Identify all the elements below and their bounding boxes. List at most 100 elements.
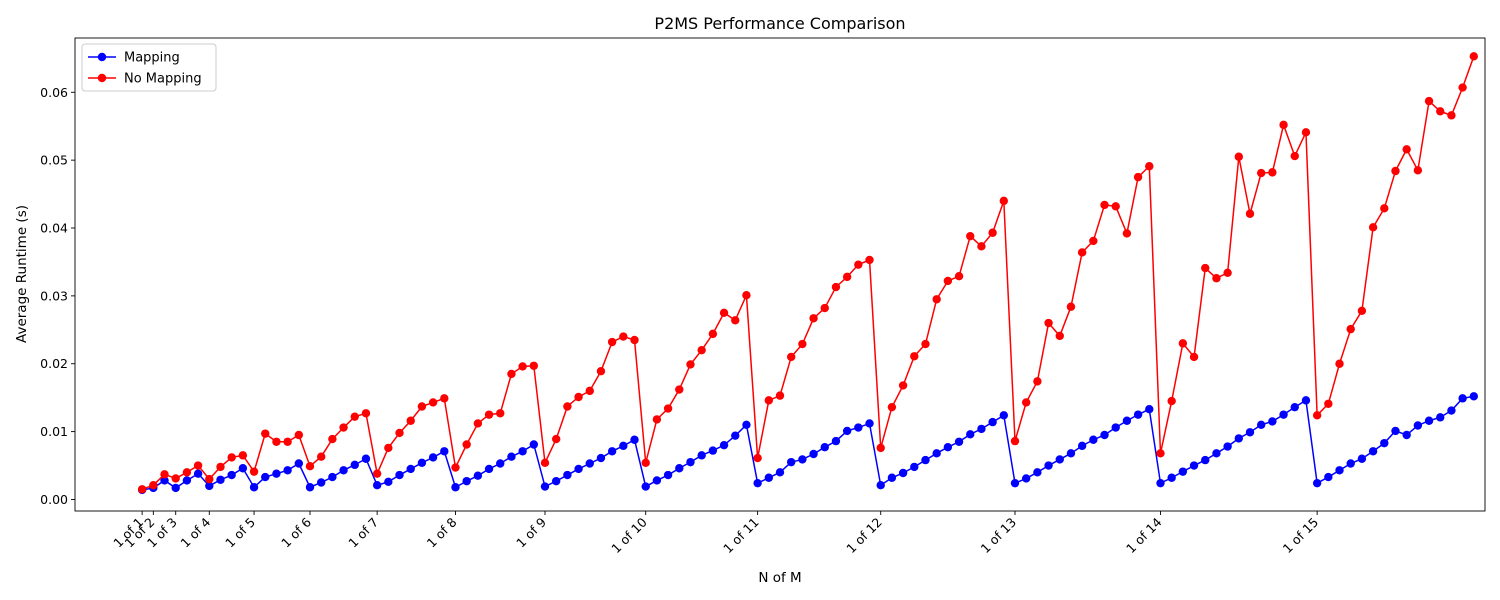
- series-0-point-49: [686, 457, 695, 467]
- x-tick-label-12: 1 of 13: [978, 515, 1020, 557]
- series-0-point-44: [630, 435, 639, 444]
- series-0-point-106: [1324, 472, 1333, 482]
- series-0-point-97: [1223, 442, 1232, 451]
- series-0-point-40: [585, 459, 594, 468]
- x-tick-label-6: 1 of 7: [345, 515, 381, 551]
- series-1-point-13: [283, 437, 292, 446]
- series-0-point-63: [842, 426, 852, 436]
- series-0-point-48: [675, 464, 684, 473]
- series-0-point-78: [1010, 478, 1020, 488]
- plot-frame: [74, 37, 1486, 512]
- series-0-point-104: [1301, 396, 1311, 405]
- series-1-point-46: [652, 415, 662, 424]
- series-1-point-21: [372, 469, 382, 478]
- series-0-point-50: [697, 451, 706, 460]
- legend-label-1: No Mapping: [124, 72, 202, 87]
- legend: Mapping No Mapping: [81, 43, 217, 92]
- series-1-point-102: [1279, 120, 1288, 130]
- series-1-point-94: [1189, 352, 1199, 362]
- series-1-point-101: [1268, 168, 1277, 177]
- series-1-point-32: [496, 409, 505, 418]
- series-1-point-99: [1245, 209, 1255, 218]
- series-1-point-105: [1312, 411, 1322, 420]
- series-0-point-91: [1156, 478, 1165, 488]
- series-1-point-50: [697, 345, 706, 355]
- series-0-point-58: [786, 457, 796, 467]
- series-1-point-41: [596, 367, 606, 376]
- series-0-point-5: [193, 469, 203, 478]
- series-1-point-58: [786, 352, 796, 362]
- x-tick-label-4: 1 of 5: [222, 515, 258, 551]
- series-0-point-69: [910, 462, 919, 472]
- series-0-point-118: [1458, 394, 1467, 403]
- series-1-point-109: [1357, 306, 1367, 316]
- series-1-point-62: [831, 282, 841, 292]
- series-0-point-12: [272, 469, 281, 478]
- series-1-point-97: [1223, 268, 1232, 277]
- series-1-point-12: [272, 437, 281, 446]
- plot-area: [74, 37, 1486, 512]
- series-1-point-20: [361, 409, 371, 418]
- series-0-point-46: [652, 476, 662, 485]
- series-0-point-61: [820, 443, 829, 452]
- x-tick-label-3: 1 of 4: [177, 514, 213, 550]
- series-1-point-8: [227, 453, 236, 462]
- series-0-point-107: [1335, 466, 1344, 475]
- series-0-point-32: [496, 459, 505, 468]
- series-0-point-42: [607, 447, 617, 456]
- series-0-point-67: [887, 473, 897, 482]
- y-tick-label-4: 0.04: [40, 221, 68, 236]
- series-1-point-44: [630, 335, 639, 345]
- series-1-point-79: [1021, 398, 1031, 407]
- series-1-point-67: [887, 402, 897, 412]
- series-0-point-65: [865, 419, 874, 428]
- series-0-point-36: [540, 482, 550, 491]
- series-1-point-19: [350, 412, 359, 421]
- series-1-point-34: [518, 362, 527, 371]
- series-0-point-73: [954, 437, 964, 446]
- series-0-point-101: [1268, 417, 1277, 426]
- series-1-point-26: [428, 398, 438, 407]
- series-1-point-103: [1290, 151, 1299, 161]
- y-axis: 0.00 0.01 0.02 0.03 0.04 0.05 0.06: [40, 85, 75, 507]
- series-0-point-85: [1089, 435, 1098, 444]
- x-tick-label-10: 1 of 11: [720, 515, 762, 557]
- series-0-point-38: [563, 470, 572, 480]
- series-1-point-90: [1145, 162, 1154, 171]
- series-1-point-40: [585, 386, 594, 396]
- series-0-point-100: [1256, 420, 1266, 430]
- series-0-point-37: [551, 476, 561, 486]
- series-1-point-114: [1413, 166, 1423, 175]
- series-0-point-53: [731, 431, 740, 440]
- series-1-point-28: [451, 463, 460, 472]
- series-0-point-94: [1189, 461, 1199, 470]
- series-1-point-93: [1178, 339, 1188, 348]
- x-tick-label-14: 1 of 15: [1280, 515, 1322, 557]
- series-1-point-116: [1436, 107, 1445, 116]
- series-0-point-82: [1055, 455, 1064, 464]
- series-0-point-80: [1033, 468, 1042, 477]
- series-0-point-112: [1391, 426, 1400, 436]
- series-0-point-25: [417, 458, 427, 468]
- x-tick-label-5: 1 of 6: [278, 514, 314, 550]
- series-1-point-39: [574, 392, 583, 402]
- series-1-point-3: [171, 474, 180, 483]
- series-0-point-54: [742, 420, 751, 430]
- series-0-point-7: [216, 475, 225, 484]
- series-1-point-47: [663, 404, 673, 413]
- x-tick-label-13: 1 of 14: [1123, 514, 1165, 556]
- series-1-point-75: [977, 242, 986, 251]
- series-1-point-33: [507, 369, 516, 379]
- series-1-point-7: [216, 462, 225, 472]
- series-0-point-30: [473, 471, 483, 480]
- series-0-point-55: [753, 478, 762, 488]
- series-0-point-3: [171, 483, 180, 493]
- series-1-point-9: [238, 451, 248, 460]
- series-1-point-63: [842, 272, 852, 282]
- series-0-point-17: [328, 472, 337, 482]
- series-0-point-88: [1122, 416, 1132, 425]
- series-0-point-99: [1245, 428, 1255, 437]
- series-1-point-35: [529, 361, 539, 370]
- series-1-point-31: [484, 410, 494, 419]
